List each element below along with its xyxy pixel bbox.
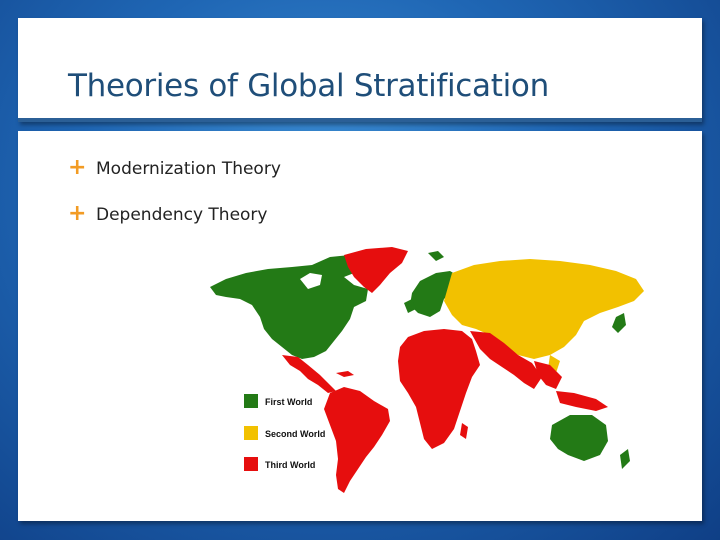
- world-map: First World Second World Third World: [210, 247, 644, 493]
- legend-swatch-third-world: [244, 457, 258, 471]
- central-america-region: [282, 355, 354, 393]
- africa-asia-region: [398, 329, 608, 449]
- greenland-region: [344, 247, 408, 293]
- content-panel: + Modernization Theory + Dependency Theo…: [18, 131, 702, 521]
- plus-bullet-icon: +: [68, 201, 87, 226]
- europe-region: [404, 251, 460, 317]
- bullet-text: Dependency Theory: [96, 205, 268, 225]
- world-map-image: First World Second World Third World: [204, 243, 676, 505]
- plus-bullet-icon: +: [68, 155, 87, 180]
- bullet-list: + Modernization Theory + Dependency Theo…: [68, 155, 281, 249]
- bullet-text: Modernization Theory: [96, 159, 281, 179]
- slide-title: Theories of Global Stratification: [68, 68, 549, 104]
- legend-label-first-world: First World: [265, 397, 312, 407]
- north-america-region: [210, 255, 368, 359]
- japan-region: [612, 313, 626, 333]
- title-panel: Theories of Global Stratification: [18, 18, 702, 122]
- south-america-region: [324, 387, 390, 493]
- legend-swatch-second-world: [244, 426, 258, 440]
- legend-label-third-world: Third World: [265, 460, 315, 470]
- legend-swatch-first-world: [244, 394, 258, 408]
- bullet-item: + Dependency Theory: [68, 201, 281, 227]
- legend-label-second-world: Second World: [265, 429, 325, 439]
- australia-region: [550, 415, 630, 469]
- map-legend: First World Second World Third World: [244, 394, 325, 471]
- bullet-item: + Modernization Theory: [68, 155, 281, 181]
